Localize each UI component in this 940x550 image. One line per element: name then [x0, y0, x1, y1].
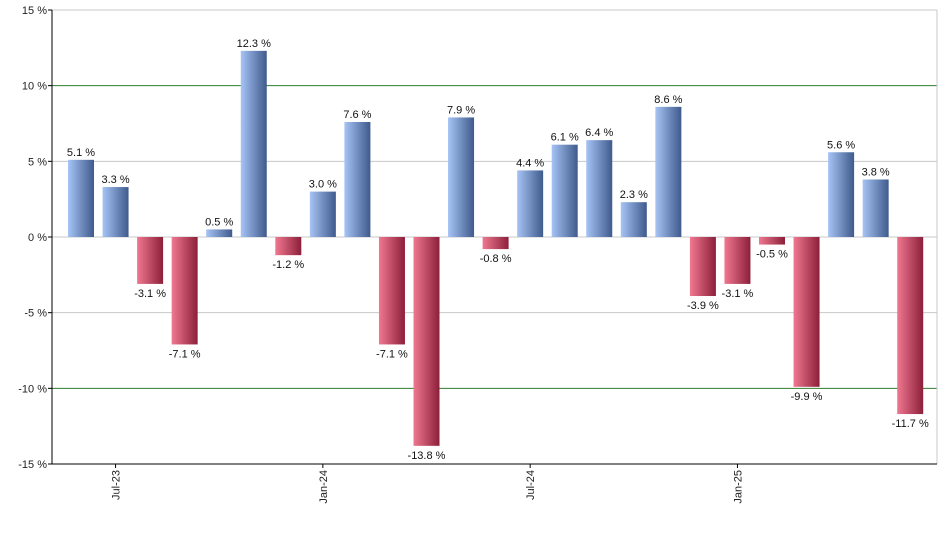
data-label: 12.3 % — [237, 38, 271, 50]
y-tick-label: 0 % — [28, 232, 47, 244]
y-tick-label: 15 % — [22, 5, 47, 17]
data-label: -3.9 % — [687, 300, 719, 312]
data-label: -3.1 % — [722, 288, 754, 300]
bar — [309, 191, 336, 237]
data-label: 3.0 % — [309, 179, 337, 191]
data-label: 7.6 % — [343, 109, 371, 121]
y-tick-label: -10 % — [18, 383, 47, 395]
data-label: 4.4 % — [516, 157, 544, 169]
axes: 15 % 10 % 5 % 0 % -5 % -10 % -15 % Jul-23 Jan-24… — [18, 5, 937, 504]
data-label: -0.5 % — [756, 249, 788, 261]
data-label: -7.1 % — [376, 348, 408, 360]
data-label: 8.6 % — [654, 94, 682, 106]
data-label: 6.1 % — [551, 132, 579, 144]
bar — [137, 237, 164, 284]
data-label: 3.3 % — [101, 174, 129, 186]
data-label: -1.2 % — [272, 259, 304, 271]
data-label: 5.1 % — [67, 147, 95, 159]
bar — [171, 237, 198, 345]
bar — [448, 117, 475, 237]
bar — [862, 179, 889, 237]
data-label: -0.8 % — [480, 253, 512, 265]
bar — [828, 152, 855, 237]
data-label: 0.5 % — [205, 216, 233, 228]
x-tick-label: Jan-24 — [318, 470, 330, 504]
x-tick-label: Jan-25 — [732, 470, 744, 504]
bar — [586, 140, 613, 237]
data-label: 3.8 % — [862, 166, 890, 178]
x-tick-label: Jul-24 — [525, 470, 537, 500]
bar — [655, 106, 682, 237]
bar — [378, 237, 405, 345]
bar — [102, 187, 129, 237]
data-label: -7.1 % — [169, 348, 201, 360]
bar — [724, 237, 751, 284]
bar — [240, 50, 267, 237]
y-tick-label: 5 % — [28, 156, 47, 168]
x-tick-label: Jul-23 — [111, 470, 123, 500]
bar — [897, 237, 924, 415]
bar — [68, 159, 94, 237]
y-tick-label: -15 % — [18, 459, 47, 471]
data-labels: 5.1 % 3.3 % -3.1 % -7.1 % 0.5 % 12.3 % -1.2 % 3… — [67, 38, 929, 462]
bar — [551, 144, 578, 237]
bar — [620, 202, 647, 237]
data-label: -11.7 % — [892, 418, 929, 430]
bar — [206, 229, 233, 237]
bar — [689, 237, 716, 297]
y-tick-label: -5 % — [24, 308, 47, 320]
data-label: -9.9 % — [791, 391, 823, 403]
data-label: 2.3 % — [620, 189, 648, 201]
y-tick-label: 10 % — [22, 81, 47, 93]
bar — [344, 121, 371, 237]
bar — [275, 237, 302, 256]
bar — [413, 237, 440, 446]
data-label: 5.6 % — [827, 139, 855, 151]
bar — [482, 237, 509, 250]
data-label: 7.9 % — [447, 104, 475, 116]
data-label: 6.4 % — [585, 127, 613, 139]
bar — [517, 170, 544, 237]
data-label: -13.8 % — [408, 450, 446, 462]
bar — [759, 237, 785, 245]
bar — [793, 237, 820, 387]
bars — [68, 50, 924, 446]
data-label: -3.1 % — [134, 288, 166, 300]
